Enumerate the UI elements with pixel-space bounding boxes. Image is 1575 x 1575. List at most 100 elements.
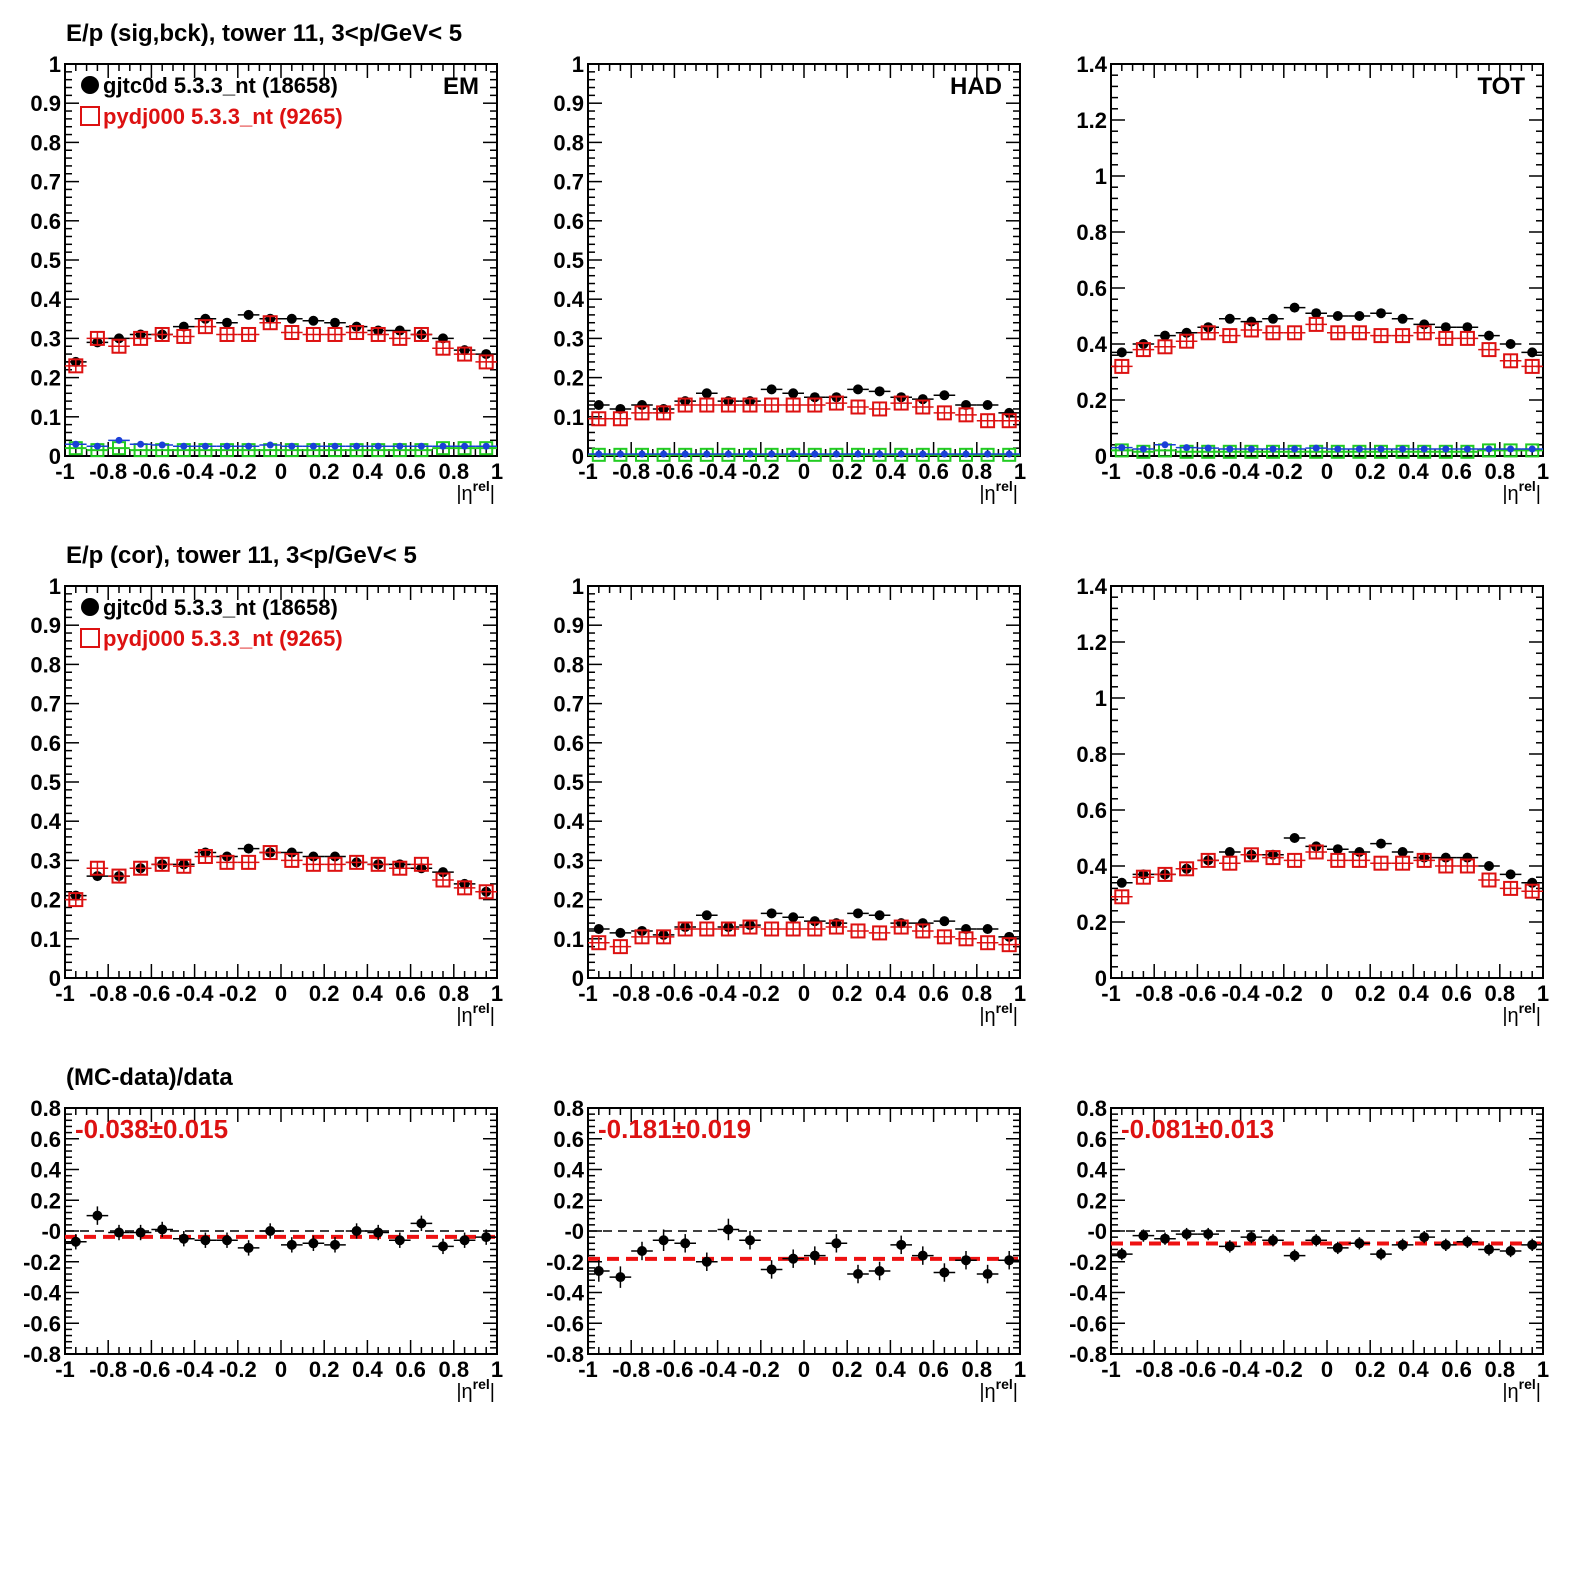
x-tick-label: -1: [1101, 981, 1121, 1006]
y-tick-label: -0.4: [1069, 1281, 1108, 1306]
y-tick-label: 0.9: [553, 91, 584, 116]
bck-data-marker: [703, 450, 711, 458]
ratio-point: [135, 1227, 146, 1238]
bck-data-marker: [1312, 444, 1320, 452]
x-tick-label: -1: [578, 459, 598, 484]
mc-point: [915, 923, 931, 939]
x-tick-label: 0.8: [439, 981, 470, 1006]
y-tick-label: 1.2: [1076, 108, 1107, 133]
data-point: [243, 309, 254, 320]
mc-point: [349, 325, 365, 341]
data-point: [1505, 339, 1516, 349]
y-tick-label: 0.1: [30, 927, 61, 952]
x-tick-label: 0.4: [875, 1357, 906, 1382]
x-tick-label: -1: [55, 981, 75, 1006]
mc-point: [785, 397, 801, 413]
mc-point: [89, 860, 105, 876]
ratio-point: [1268, 1235, 1278, 1246]
mc-point: [1524, 358, 1540, 374]
y-tick-label: 0.8: [1076, 1096, 1107, 1121]
panel-sig-bck-TOT: -1 -0.8 -0.6 -0.4 -0.2 0 0.2 0.4 0.6 0.8 1|ηrel|00…: [1076, 52, 1549, 505]
data-point: [1484, 861, 1494, 871]
ratio-point: [157, 1224, 168, 1235]
mc-point: [828, 395, 844, 411]
bck-mc-marker: [937, 447, 952, 462]
ratio-point: [766, 1264, 777, 1275]
mc-point: [435, 340, 451, 356]
mc-point: [720, 397, 736, 413]
mc-point: [219, 854, 235, 870]
mc-point: [1330, 325, 1346, 341]
mc-point: [936, 405, 952, 421]
x-tick-label: 0.6: [1441, 1357, 1472, 1382]
ratio-point: [896, 1239, 907, 1250]
ratio-point: [680, 1238, 691, 1249]
data-point: [1527, 347, 1538, 358]
legend-mc-label: pydj000 5.3.3_nt (9265): [103, 104, 343, 129]
ratio-point: [1311, 1235, 1322, 1246]
data-point: [874, 910, 885, 921]
y-tick-label: 0.4: [30, 809, 61, 834]
y-tick-label: 1: [572, 52, 584, 77]
data-point: [637, 400, 647, 411]
mc-point: [1001, 937, 1017, 953]
mc-point: [699, 921, 715, 937]
x-tick-label: -1: [1101, 1357, 1121, 1382]
mc-point: [262, 845, 278, 861]
data-point: [853, 384, 863, 395]
data-point: [308, 851, 319, 862]
bck-mc-marker: [1002, 447, 1017, 462]
y-tick-label: 0.2: [1076, 910, 1107, 935]
ratio-point: [961, 1255, 971, 1266]
y-tick-label: 0.2: [30, 1188, 61, 1213]
ratio-point: [658, 1235, 669, 1246]
bck-data-marker: [482, 442, 490, 450]
x-tick-label: 0.6: [1441, 459, 1472, 484]
x-tick-label: 0.8: [962, 981, 993, 1006]
bck-mc-marker: [872, 447, 887, 462]
x-tick-label: 0.6: [395, 459, 426, 484]
x-tick-label: 0.6: [1441, 981, 1472, 1006]
mc-point: [241, 326, 257, 342]
mc-point: [1351, 852, 1367, 868]
ratio-point: [723, 1224, 734, 1235]
x-tick-label: -0.8: [612, 981, 650, 1006]
mc-point: [1503, 353, 1519, 369]
bck-data-marker: [158, 441, 166, 449]
y-tick-label: -0.6: [23, 1311, 61, 1336]
mc-point: [1114, 889, 1130, 905]
y-tick-label: -0.4: [23, 1281, 62, 1306]
bck-data-marker: [353, 442, 361, 450]
x-tick-label: 1: [1014, 459, 1026, 484]
y-tick-label: 0.7: [30, 170, 61, 195]
x-tick-label: -0.8: [89, 459, 127, 484]
bck-data-marker: [266, 441, 274, 449]
legend-mc-marker: [80, 106, 100, 126]
data-point: [982, 400, 993, 411]
x-tick-label: 0.8: [1485, 1357, 1516, 1382]
x-tick-label: 0.4: [352, 1357, 383, 1382]
data-point: [1505, 869, 1516, 880]
mc-point: [241, 854, 257, 870]
y-tick-label: 0.5: [30, 770, 61, 795]
data-point: [593, 924, 604, 934]
mc-point: [872, 401, 888, 417]
y-tick-label: -0.2: [1069, 1250, 1107, 1275]
mc-point: [1265, 325, 1281, 341]
data-point: [809, 392, 820, 403]
ratio-point: [438, 1241, 448, 1252]
y-tick-label: -0: [41, 1219, 61, 1244]
y-tick-label: -0.8: [23, 1342, 61, 1367]
mc-point: [1330, 852, 1346, 868]
mc-point: [850, 923, 866, 939]
mc-point: [656, 929, 672, 945]
bck-data-marker: [616, 450, 624, 458]
mc-point: [478, 354, 494, 370]
mc-point: [1308, 316, 1324, 332]
x-tick-label: 1: [491, 459, 503, 484]
mc-point: [893, 395, 909, 411]
ratio-point: [1246, 1232, 1257, 1243]
fit-result-label: -0.038±0.015: [75, 1114, 228, 1144]
ratio-point: [615, 1272, 626, 1283]
mc-point: [457, 880, 473, 896]
